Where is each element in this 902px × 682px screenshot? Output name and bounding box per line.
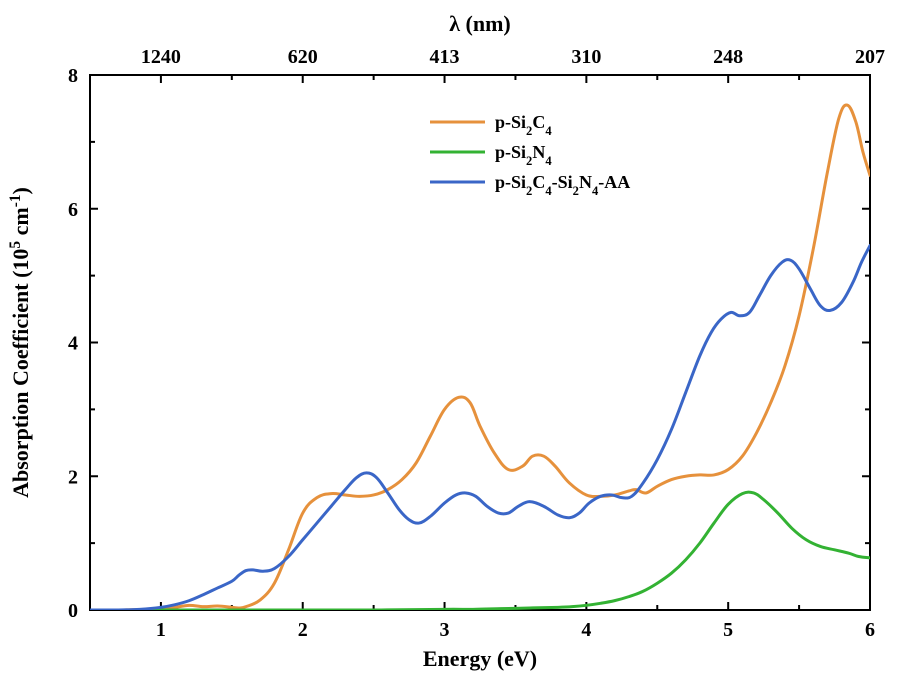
svg-text:6: 6: [865, 619, 875, 641]
svg-text:Absorption Coefficient (105 cm: Absorption Coefficient (105 cm-1): [7, 187, 34, 498]
svg-text:0: 0: [68, 600, 78, 622]
svg-text:1240: 1240: [141, 46, 181, 68]
svg-text:620: 620: [288, 46, 318, 68]
svg-text:2: 2: [298, 619, 308, 641]
legend-label: p-Si2N4: [495, 142, 552, 168]
svg-text:λ (nm): λ (nm): [449, 11, 511, 36]
chart-svg: 1 2 3 4 5 6 Energy (eV) 0 2 4 6 8 Absorption Coeffic…: [0, 0, 902, 682]
svg-text:Energy (eV): Energy (eV): [423, 646, 537, 671]
absorption-chart: 1 2 3 4 5 6 Energy (eV) 0 2 4 6 8 Absorption Coeffic…: [0, 0, 902, 682]
svg-text:8: 8: [68, 65, 78, 87]
svg-text:6: 6: [68, 199, 78, 221]
svg-text:248: 248: [713, 46, 743, 68]
svg-text:5: 5: [723, 619, 733, 641]
svg-text:2: 2: [68, 466, 78, 488]
svg-text:413: 413: [430, 46, 460, 68]
svg-text:1: 1: [156, 619, 166, 641]
svg-text:3: 3: [440, 619, 450, 641]
svg-text:4: 4: [581, 619, 591, 641]
legend-label: p-Si2C4: [495, 112, 552, 138]
svg-text:310: 310: [571, 46, 601, 68]
legend-label: p-Si2C4-Si2N4-AA: [495, 172, 630, 198]
svg-text:207: 207: [855, 46, 885, 68]
svg-text:4: 4: [68, 333, 78, 355]
